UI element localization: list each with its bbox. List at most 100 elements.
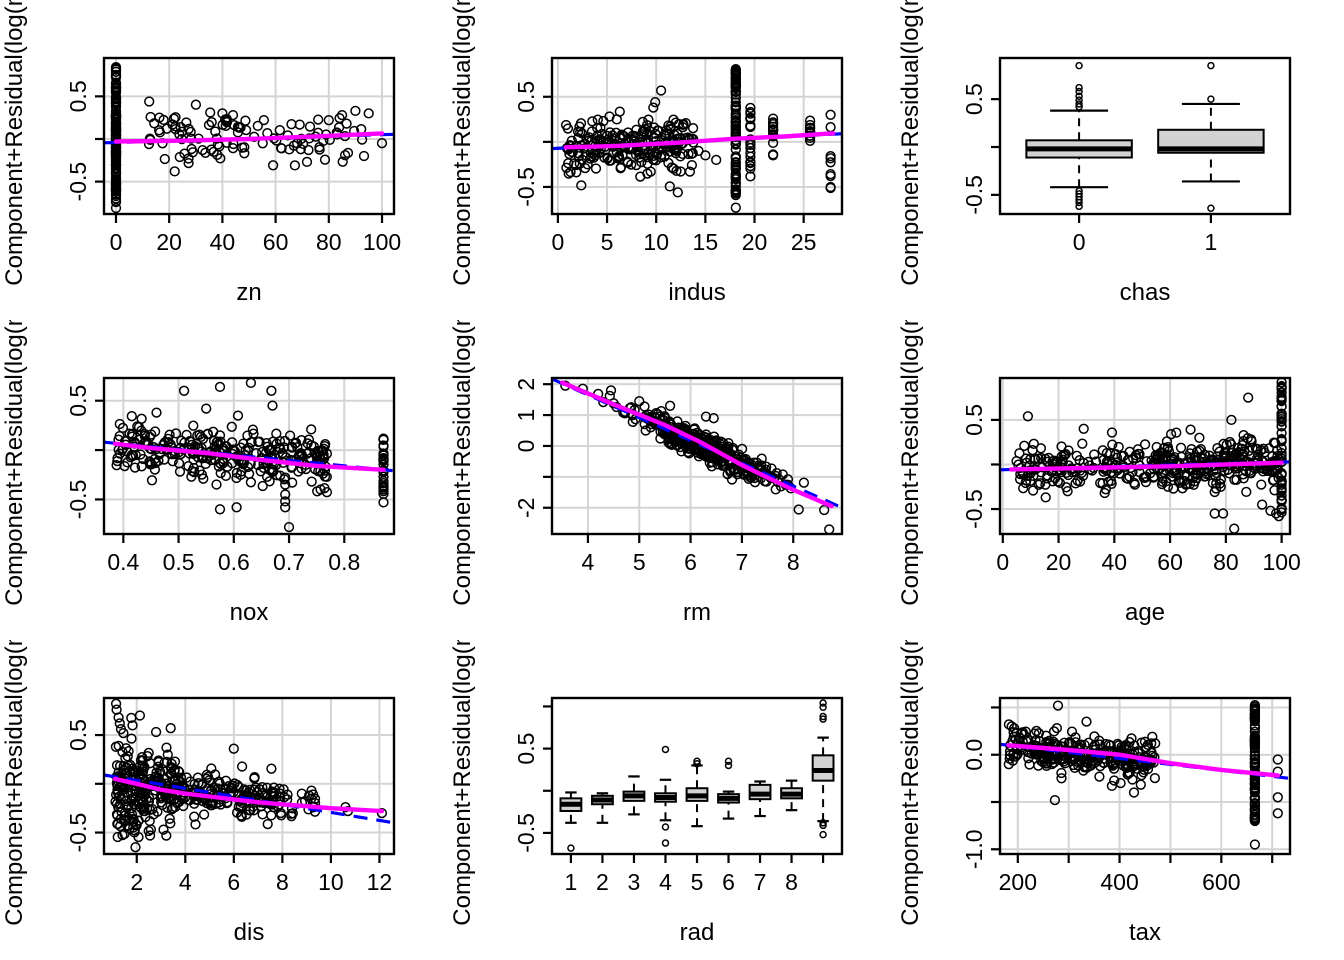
x-tick-label: 80 (1213, 549, 1239, 575)
plot-frame (102, 696, 396, 856)
y-tick-label: 1 (513, 409, 539, 422)
x-tick-label: 5 (691, 869, 704, 895)
smooth-line (563, 131, 836, 150)
y-tick-label: 0.5 (65, 719, 91, 751)
smooth-line (1008, 460, 1284, 472)
boxplot-rad-2 (591, 792, 614, 824)
y-axis: 0.5 -0.5 (65, 719, 104, 852)
x-axis-title: dis (234, 919, 265, 946)
x-tick-label: 80 (316, 229, 342, 255)
x-tick-label: 15 (693, 229, 719, 255)
plot-frame (998, 376, 1292, 536)
smooth-line (113, 131, 385, 144)
x-tick-label: 0 (996, 549, 1009, 575)
y-axis-title: Component+Residual(log(m (449, 640, 476, 926)
x-tick-label: 4 (659, 869, 672, 895)
y-axis: 0.5 -0.5 (961, 83, 1000, 215)
x-tick-label: 6 (684, 549, 697, 575)
plot-frame (998, 696, 1292, 856)
y-axis: 0.5 -0.5 (513, 81, 552, 207)
plot-frame (102, 376, 396, 536)
panel-indus: 0 5 10 15 20 25 0.5 -0.5 indus Component+Residual… (448, 0, 896, 320)
plot-frame (550, 56, 844, 216)
panel-dis: 2 4 6 8 10 12 0.5 -0.5 dis Component+Residual(log… (0, 640, 448, 960)
points-layer (1003, 700, 1283, 850)
panel-chas: 0 1 0.5 -0.5 chas Component+Residual(log(m (896, 0, 1344, 320)
x-tick-label: 100 (363, 229, 401, 255)
y-tick-label: 0.5 (65, 80, 91, 112)
plot-frame (550, 696, 844, 856)
panel-nox: 0.4 0.5 0.6 0.7 0.8 0.5 -0.5 nox Component+Resid… (0, 320, 448, 640)
plot-canvas-age: 0 20 40 60 80 100 0.5 -0.5 age Component+Residual… (897, 320, 1301, 626)
y-tick-label: 2 (513, 378, 539, 391)
y-tick-label: -0.5 (513, 813, 539, 853)
plot-frame (102, 56, 396, 216)
panel-age: 0 20 40 60 80 100 0.5 -0.5 age Component+Residual… (896, 320, 1344, 640)
y-tick-label: -0.5 (65, 162, 91, 202)
y-axis: 0.5 -0.5 (961, 404, 1000, 529)
y-tick-label: -0.5 (961, 489, 987, 529)
x-tick-label: 8 (785, 869, 798, 895)
x-tick-label: 0.4 (107, 549, 139, 575)
x-tick-label: 600 (1202, 869, 1240, 895)
y-tick-label: -1.0 (961, 829, 987, 869)
x-tick-label: 5 (601, 229, 614, 255)
y-tick-label: -0.5 (65, 813, 91, 853)
y-axis: 2 1 0 -2 (513, 378, 552, 518)
x-tick-label: 60 (1157, 549, 1183, 575)
plot-canvas-nox: 0.4 0.5 0.6 0.7 0.8 0.5 -0.5 nox Component+Resid… (1, 320, 396, 626)
boxplot-rad-5 (685, 757, 709, 828)
plot-canvas-indus: 0 5 10 15 20 25 0.5 -0.5 indus Component+Residual… (449, 0, 844, 306)
x-tick-label: 1 (565, 869, 578, 895)
y-axis-title: Component+Residual(log(m (897, 320, 924, 606)
y-tick-label: 0 (513, 440, 539, 453)
points-layer (110, 698, 388, 853)
x-axis: 0.4 0.5 0.6 0.7 0.8 (107, 534, 360, 575)
x-axis: 4 5 6 7 8 (582, 534, 800, 575)
boxplot-rad-1 (559, 791, 583, 852)
x-axis-title: chas (1120, 279, 1171, 306)
y-tick-label: -0.5 (961, 175, 987, 215)
y-tick-label: -0.5 (513, 167, 539, 207)
x-tick-label: 0 (1073, 229, 1086, 255)
y-axis: 0.0 -1.0 (961, 706, 1000, 869)
x-tick-label: 8 (787, 549, 800, 575)
x-axis-title: age (1125, 599, 1165, 626)
x-tick-label: 0 (551, 229, 564, 255)
x-tick-label: 20 (742, 229, 768, 255)
x-tick-label: 20 (1046, 549, 1072, 575)
y-axis-title: Component+Residual(log(m (1, 640, 28, 926)
x-tick-label: 400 (1100, 869, 1138, 895)
x-tick-label: 4 (179, 869, 192, 895)
y-tick-label: 0.5 (513, 81, 539, 113)
boxplot-rad-8 (780, 779, 803, 812)
x-tick-label: 2 (596, 869, 609, 895)
x-tick-label: 10 (643, 229, 669, 255)
x-axis: 0 20 40 60 80 100 (110, 214, 401, 255)
x-tick-label: 2 (130, 869, 143, 895)
x-axis: 0 5 10 15 20 25 (551, 214, 816, 255)
x-tick-label: 0.5 (163, 549, 195, 575)
boxplot-rad-7 (748, 780, 772, 818)
linear-fit-line (103, 773, 395, 825)
plot-frame (550, 376, 844, 536)
x-tick-label: 1 (1205, 229, 1218, 255)
x-tick-label: 25 (791, 229, 817, 255)
plot-frame (998, 56, 1292, 216)
boxplot-rad-3 (622, 775, 646, 816)
y-axis-title: Component+Residual(log(m (897, 0, 924, 286)
panel-rm: 4 5 6 7 8 2 1 0 -2 rm Component+Residual(log(m (448, 320, 896, 640)
boxplot-rad-last (811, 699, 835, 839)
points-layer (560, 64, 836, 213)
x-tick-label: 40 (1102, 549, 1128, 575)
x-tick-label: 6 (227, 869, 240, 895)
panel-zn: 0 20 40 60 80 100 0.5 -0.5 zn Component+Residual(… (0, 0, 448, 320)
points-layer (111, 377, 389, 533)
y-axis: 0.5 -0.5 (65, 385, 104, 519)
x-tick-label: 0.6 (218, 549, 250, 575)
y-axis: 0.5 -0.5 (65, 80, 104, 201)
boxplot-chas-0 (1025, 61, 1133, 211)
